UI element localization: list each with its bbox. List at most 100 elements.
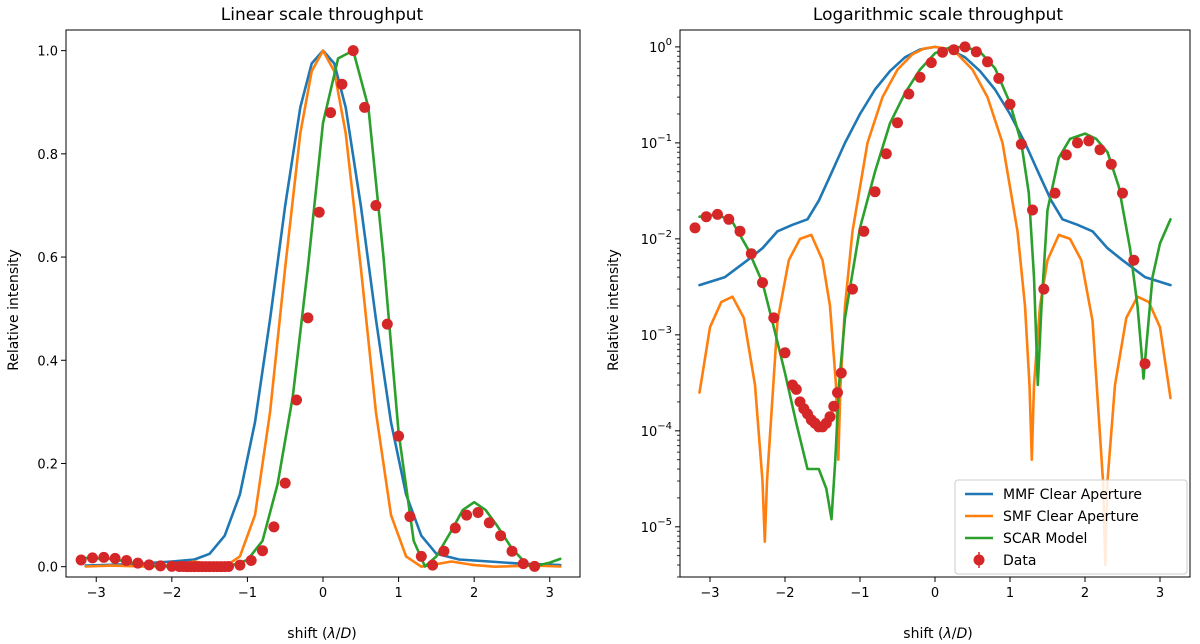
data-point (234, 559, 246, 571)
data-point (1105, 158, 1117, 170)
scar-model-line (84, 49, 562, 568)
data-point (393, 430, 405, 442)
data-point (982, 56, 993, 68)
linear-x-tick-label: −1 (238, 586, 257, 601)
data-point (1038, 283, 1050, 295)
linear-y-tick-label: 0.6 (37, 251, 58, 266)
legend-entry-label: Data (1003, 553, 1036, 569)
data-point (461, 509, 473, 521)
data-point (734, 225, 746, 237)
data-point (824, 411, 836, 423)
log-y-tick-label: 10−2 (641, 229, 672, 248)
log-axes-frame (679, 29, 1191, 578)
linear-chart-panel: Linear scale throughput shift (λ/D) Rela… (6, 5, 581, 642)
data-point (415, 550, 427, 562)
data-point (245, 555, 257, 566)
data-point (1083, 135, 1095, 147)
legend: MMF Clear Aperture SMF Clear Aperture SCAR… (954, 479, 1188, 575)
data-point (1139, 358, 1151, 370)
data-point (903, 88, 915, 100)
data-point (768, 312, 780, 324)
data-point (121, 555, 132, 566)
data-point (757, 277, 768, 289)
linear-x-tick-label: 0 (319, 586, 327, 601)
log-chart-panel: Logarithmic scale throughput shift (λ/D)… (606, 5, 1191, 642)
data-point (779, 347, 791, 359)
data-point (313, 206, 325, 218)
linear-y-tick-label: 0.0 (37, 561, 58, 576)
data-point (723, 213, 735, 225)
linear-y-tick-label: 0.4 (37, 354, 58, 369)
data-point (1072, 137, 1083, 149)
data-point (302, 312, 314, 324)
data-point (1004, 98, 1016, 110)
data-point (914, 71, 926, 83)
log-y-tick-label: 10−3 (641, 325, 672, 344)
legend-box (954, 479, 1188, 575)
log-x-tick-label: 3 (1156, 586, 1164, 601)
linear-axes-frame (65, 29, 581, 578)
data-point (835, 367, 847, 379)
data-point (970, 46, 982, 58)
data-point (223, 561, 234, 572)
data-point (529, 560, 541, 572)
data-point (132, 557, 144, 569)
log-chart-title: Logarithmic scale throughput (813, 5, 1064, 25)
log-y-axis-label: Relative intensity (606, 249, 622, 371)
data-point (438, 545, 450, 557)
linear-x-tick-label: −2 (162, 586, 181, 601)
data-point (689, 222, 701, 234)
log-y-tick-label: 100 (649, 37, 672, 56)
log-x-tick-label: 1 (1006, 586, 1014, 601)
data-point (427, 559, 439, 571)
data-point (98, 551, 110, 563)
data-point (506, 545, 518, 557)
data-point (880, 148, 892, 160)
log-plot-area: −3 −2 −1 0 1 2 3 10−5 10−4 10−3 10−2 10−1 100 (641, 37, 1172, 601)
data-point (1015, 138, 1027, 150)
data-point (925, 57, 937, 69)
linear-x-tick-label: 3 (546, 586, 554, 601)
data-point (483, 517, 495, 529)
legend-entry-label: MMF Clear Aperture (1003, 487, 1142, 503)
data-point (959, 41, 971, 53)
data-point (517, 558, 529, 570)
data-point (109, 552, 121, 564)
data-point (1117, 187, 1128, 199)
data-point (847, 283, 858, 295)
log-x-tick-label: −2 (775, 586, 794, 601)
data-point (449, 522, 461, 534)
linear-chart-title: Linear scale throughput (221, 5, 424, 25)
data-point (828, 400, 840, 412)
data-point (359, 101, 371, 113)
data-point (404, 511, 416, 523)
smf-clear-aperture-line (698, 45, 1172, 567)
linear-x-tick-label: 1 (394, 586, 402, 601)
data-point (370, 200, 382, 211)
data-point (832, 387, 843, 399)
data-point (336, 78, 348, 90)
data-point (790, 383, 802, 395)
log-x-tick-label: 0 (931, 586, 939, 601)
data-point (268, 521, 280, 533)
log-x-tick-label: −3 (700, 586, 719, 601)
data-point (279, 477, 291, 489)
data-point (869, 186, 881, 198)
legend-swatch (973, 554, 985, 566)
data-point (1128, 254, 1140, 266)
data-point (1094, 144, 1106, 156)
data-point (291, 394, 302, 406)
data-point (381, 318, 393, 330)
linear-x-axis-label: shift (λ/D) (287, 626, 356, 642)
data-point (993, 72, 1005, 84)
data-point (143, 559, 155, 571)
data-point (892, 117, 903, 129)
legend-entry-label: SMF Clear Aperture (1003, 509, 1139, 525)
linear-plot-area: −3 −2 −1 0 1 2 3 0.0 0.2 0.4 0.6 0.8 1.0 (37, 45, 562, 601)
log-y-tick-label: 10−5 (641, 517, 672, 536)
data-point (1060, 149, 1072, 161)
linear-x-tick-label: 2 (470, 586, 478, 601)
data-point (1027, 204, 1038, 216)
linear-y-tick-label: 0.2 (37, 457, 58, 472)
